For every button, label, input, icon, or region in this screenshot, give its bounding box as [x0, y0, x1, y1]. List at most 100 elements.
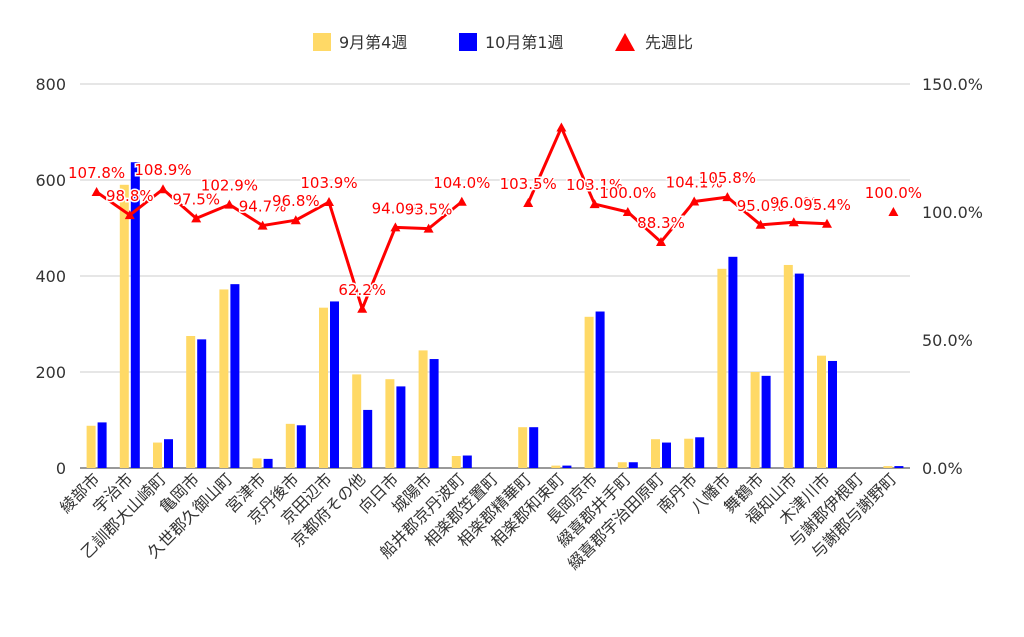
bar-sep-week4 [883, 466, 893, 468]
bar-sep-week4 [584, 316, 594, 468]
ratio-point-label: 96.0% [770, 194, 818, 212]
bar-sep-week4 [285, 423, 295, 468]
ratio-point [589, 199, 600, 209]
bar-sep-week4 [153, 442, 162, 468]
bar-oct-week1 [197, 339, 207, 468]
bar-sep-week4 [86, 425, 96, 468]
bar-sep-week4 [385, 379, 395, 468]
ratio-point-label: 62.2% [338, 281, 386, 299]
ratio-point-label: 103.9% [300, 174, 357, 192]
bar-sep-week4 [551, 465, 561, 468]
ratio-point-label: 107.8% [68, 164, 125, 182]
ratio-point [888, 207, 899, 216]
ratio-point [755, 219, 766, 229]
left-axis-ticks: 0 200 400 600 800 [35, 75, 66, 478]
ratio-point-label: 100.0% [865, 184, 922, 202]
bar-sep-week4 [319, 307, 328, 468]
ratio-point-label: 104.0% [433, 174, 490, 192]
ratio-point-label: 100.0% [599, 184, 656, 202]
bar-oct-week1 [462, 455, 472, 468]
ratio-point-label: 105.8% [699, 169, 756, 187]
bar-oct-week1 [230, 284, 240, 468]
ratio-line [95, 187, 463, 311]
ratio-point [158, 184, 168, 194]
ratio-point [324, 197, 334, 207]
bar-sep-week4 [219, 289, 229, 468]
bar-oct-week1 [263, 458, 273, 468]
bar-sep-week4 [451, 456, 461, 468]
bar-oct-week1 [363, 409, 373, 468]
legend-label-oct-week1: 10月第1週 [485, 33, 564, 52]
ratio-point-label: 103.1% [566, 176, 623, 194]
legend-swatch-oct-week1 [459, 33, 477, 51]
bar-oct-week1 [695, 437, 705, 468]
bar-oct-week1 [330, 301, 339, 468]
bar-sep-week4 [684, 438, 694, 468]
ratio-point-label: 98.8% [106, 187, 154, 205]
ratio-point [124, 210, 135, 220]
ratio-point-label: 95.4% [803, 196, 851, 214]
ratio-point [423, 223, 434, 233]
bar-sep-week4 [717, 268, 727, 468]
bar-oct-week1 [728, 256, 738, 468]
left-tick-label: 400 [35, 267, 66, 286]
ratio-point [290, 215, 301, 225]
bar-oct-week1 [595, 311, 605, 468]
bar-oct-week1 [628, 462, 638, 468]
bar-oct-week1 [396, 386, 406, 468]
bar-oct-week1 [662, 442, 671, 468]
ratio-point [191, 213, 202, 223]
gridlines [80, 83, 910, 469]
bar-sep-week4 [352, 374, 362, 468]
ratio-point-label: 94.7% [239, 198, 287, 216]
bar-oct-week1 [97, 422, 107, 468]
bar-sep-week4 [651, 439, 660, 468]
bar-oct-week1 [828, 360, 837, 468]
ratio-point [656, 236, 666, 246]
right-tick-label: 100.0% [922, 203, 983, 222]
ratio-point [622, 207, 633, 216]
ratio-point-label: 95.0% [737, 197, 785, 215]
legend-label-ratio: 先週比 [645, 33, 693, 52]
legend-swatch-ratio [615, 33, 635, 51]
bar-oct-week1 [130, 162, 140, 469]
right-tick-label: 150.0% [922, 75, 983, 94]
ratio-point [523, 198, 534, 208]
bar-sep-week4 [252, 458, 262, 468]
bar-sep-week4 [518, 427, 528, 468]
ratio-point [390, 222, 401, 232]
bar-sep-week4 [186, 336, 196, 468]
right-tick-label: 0.0% [922, 459, 963, 478]
bar-oct-week1 [296, 425, 306, 468]
category-labels: 綾部市宇治市乙訓郡大山崎町亀岡市久世郡久御山町宮津市京丹後市京田辺市京都府その他… [56, 469, 900, 573]
bar-oct-week1 [429, 359, 439, 468]
ratio-point-label: 96.8% [272, 192, 320, 210]
bar-oct-week1 [164, 439, 173, 468]
legend-label-sep-week4: 9月第4週 [339, 33, 407, 52]
bar-oct-week1 [529, 427, 539, 468]
left-tick-label: 800 [35, 75, 66, 94]
ratio-point-label: 94.0% [372, 199, 420, 217]
left-tick-label: 200 [35, 363, 66, 382]
legend-swatch-sep-week4 [313, 33, 331, 51]
ratio-point-label: 93.5% [405, 201, 453, 219]
ratio-point [91, 187, 102, 197]
ratio-point [556, 122, 567, 132]
right-tick-label: 50.0% [922, 331, 973, 350]
bar-sep-week4 [783, 264, 793, 468]
ratio-point-label: 108.9% [134, 161, 191, 179]
ratio-line-series [91, 122, 899, 313]
ratio-point [257, 220, 268, 230]
ratio-point-label: 102.9% [201, 177, 258, 195]
bar-oct-week1 [562, 465, 572, 468]
ratio-point [788, 217, 799, 227]
bar-oct-week1 [794, 273, 804, 468]
ratio-point [689, 196, 700, 206]
bar-sep-week4 [750, 372, 760, 468]
bar-oct-week1 [761, 375, 771, 468]
bar-oct-week1 [894, 466, 904, 468]
ratio-point [822, 218, 832, 228]
ratio-point-label: 103.5% [500, 175, 557, 193]
